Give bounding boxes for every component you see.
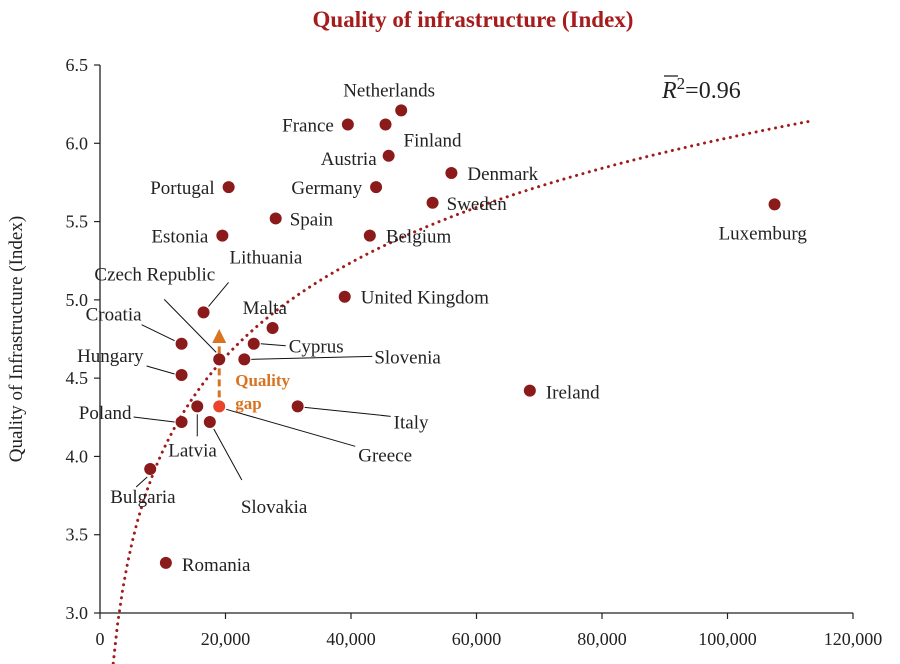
- quality-gap-annotation: Quality gap: [212, 329, 291, 413]
- leader-line-croatia: [141, 324, 175, 342]
- y-tick-label: 6.5: [66, 55, 89, 75]
- data-point-sweden: [426, 196, 439, 209]
- point-label-austria: Austria: [321, 149, 378, 170]
- point-label-portugal: Portugal: [150, 178, 214, 199]
- x-tick-label: 100,000: [698, 629, 757, 649]
- point-label-sweden: Sweden: [447, 194, 508, 215]
- data-point-luxemburg: [768, 198, 781, 211]
- point-label-estonia: Estonia: [151, 227, 209, 248]
- y-tick-label: 3.0: [66, 603, 89, 623]
- data-point-romania: [159, 556, 172, 569]
- data-point-portugal: [222, 181, 235, 194]
- data-point-hungary: [175, 369, 188, 382]
- leader-lines: [133, 282, 391, 488]
- data-point-ireland: [523, 384, 536, 397]
- data-point-poland: [175, 415, 188, 428]
- y-tick-label: 4.0: [66, 446, 89, 466]
- data-point-cyprus: [247, 337, 260, 350]
- leader-line-italy: [304, 406, 391, 417]
- leader-line-lithuania: [208, 282, 229, 307]
- point-label-greece: Greece: [358, 445, 412, 466]
- data-point-slovenia: [238, 353, 251, 366]
- data-point-bulgaria: [144, 462, 157, 475]
- quality-gap-label-line2: gap: [235, 394, 261, 413]
- data-point-slovakia: [203, 415, 216, 428]
- r-squared-annotation: R2=0.96: [661, 74, 741, 104]
- x-tick-label: 20,000: [201, 629, 251, 649]
- y-tick-label: 3.5: [66, 525, 89, 545]
- data-point-spain: [269, 212, 282, 225]
- data-point-lithuania: [197, 306, 210, 319]
- data-point-estonia: [216, 229, 229, 242]
- data-point-finland: [379, 118, 392, 131]
- y-tick-label: 5.5: [66, 212, 89, 232]
- point-label-lithuania: Lithuania: [230, 247, 303, 268]
- leader-line-slovakia: [213, 428, 243, 481]
- data-point-germany: [370, 181, 383, 194]
- axes: 3.0 3.5 4.0 4.5 5.0 5.5 6.0 6.5 0 20,000 40,000 60,…: [66, 55, 883, 649]
- x-tick-label: 60,000: [452, 629, 502, 649]
- point-label-czech-republic: Czech Republic: [94, 264, 215, 285]
- point-label-italy: Italy: [394, 412, 429, 433]
- x-tick-label: 120,000: [824, 629, 883, 649]
- point-label-belgium: Belgium: [386, 227, 452, 248]
- point-label-denmark: Denmark: [467, 164, 538, 185]
- data-point-denmark: [445, 167, 458, 180]
- data-point-united-kingdom: [338, 290, 351, 303]
- point-labels: Netherlands France Finland Austria Denmark Po…: [77, 80, 807, 575]
- data-point-greece: [213, 400, 226, 413]
- r-squared-label: R2=0.96: [661, 74, 741, 104]
- y-axis-label: Quality of Infrastructure (Index): [6, 216, 27, 462]
- x-tick-label: 80,000: [577, 629, 627, 649]
- data-point-france: [341, 118, 354, 131]
- leader-line-hungary: [146, 365, 175, 375]
- data-points: [144, 104, 781, 569]
- y-tick-label: 6.0: [66, 133, 89, 153]
- point-label-france: France: [282, 115, 334, 136]
- point-label-cyprus: Cyprus: [289, 337, 344, 358]
- data-point-austria: [382, 149, 395, 162]
- data-point-czech-republic: [213, 353, 226, 366]
- point-label-bulgaria: Bulgaria: [110, 487, 176, 508]
- quality-gap-arrow-head: [212, 329, 227, 344]
- leader-line-slovenia: [251, 355, 373, 360]
- point-label-poland: Poland: [79, 403, 132, 424]
- point-label-united-kingdom: United Kingdom: [361, 288, 489, 309]
- y-tick-label: 4.5: [66, 368, 89, 388]
- trendline: [111, 119, 811, 664]
- leader-line-bulgaria: [135, 476, 148, 488]
- quality-gap-label-line1: Quality: [235, 371, 290, 390]
- point-label-finland: Finland: [404, 130, 463, 151]
- point-label-luxemburg: Luxemburg: [719, 223, 808, 244]
- point-label-netherlands: Netherlands: [343, 80, 435, 101]
- point-label-latvia: Latvia: [168, 440, 217, 461]
- data-point-netherlands: [395, 104, 408, 117]
- point-label-germany: Germany: [291, 178, 362, 199]
- leader-line-cyprus: [260, 343, 286, 347]
- point-label-romania: Romania: [182, 555, 251, 576]
- point-label-slovenia: Slovenia: [374, 347, 441, 368]
- data-point-belgium: [363, 229, 376, 242]
- chart-title: Quality of infrastructure (Index): [313, 7, 634, 32]
- leader-line-czech-republic: [163, 299, 217, 353]
- point-label-hungary: Hungary: [77, 346, 144, 367]
- point-label-spain: Spain: [290, 209, 334, 230]
- point-label-croatia: Croatia: [86, 305, 142, 326]
- point-label-slovakia: Slovakia: [241, 497, 308, 518]
- data-point-latvia: [191, 400, 204, 413]
- data-point-malta: [266, 322, 279, 335]
- x-tick-label: 0: [96, 629, 105, 649]
- y-tick-label: 5.0: [66, 290, 89, 310]
- data-point-croatia: [175, 337, 188, 350]
- x-tick-label: 40,000: [326, 629, 376, 649]
- point-label-malta: Malta: [243, 298, 288, 319]
- data-point-italy: [291, 400, 304, 413]
- leader-line-greece: [226, 408, 356, 447]
- leader-line-poland: [133, 416, 175, 423]
- point-label-ireland: Ireland: [546, 383, 600, 404]
- trendline-layer: [111, 119, 811, 664]
